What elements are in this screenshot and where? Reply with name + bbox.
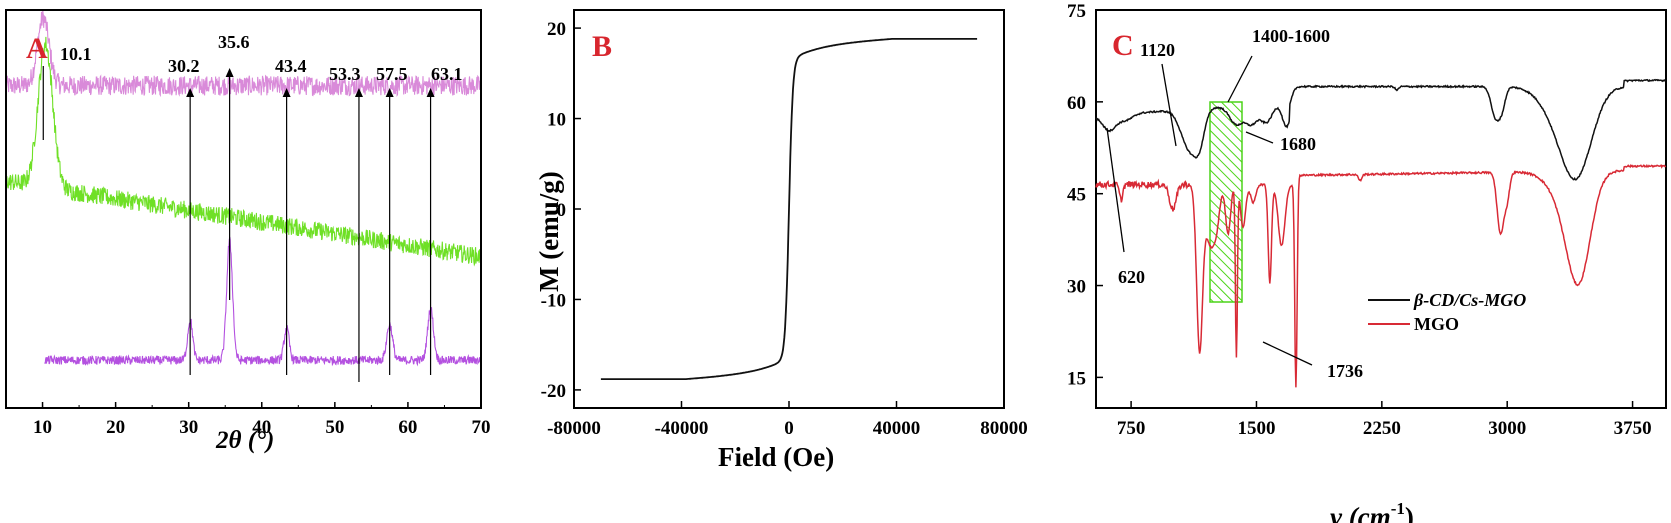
- panel-c-hatch-region: [1209, 101, 1243, 303]
- panel-c-series: [1095, 78, 1667, 388]
- peak-label-57.5: 57.5: [376, 64, 408, 84]
- panel-c-label: C: [1112, 29, 1134, 62]
- panel-b-x-label: Field (Oe): [718, 442, 834, 472]
- panel-b-x-tick-label: -40000: [655, 418, 709, 439]
- panel-a-label: A: [26, 32, 48, 65]
- panel-a: 10.1 30.2 35.6 43.4 53.3 57.5 63.1 10 20 30 40 50 6…: [5, 9, 491, 454]
- annotation-1400-1600: 1400-1600: [1252, 26, 1330, 46]
- panel-c-annotations: 1120 1400-1600 1680 620 1736: [1106, 26, 1363, 381]
- peak-label-10.1: 10.1: [60, 44, 92, 64]
- panel-b-label: B: [592, 30, 612, 63]
- annotation-620: 620: [1118, 267, 1145, 287]
- panel-c-legend: β-CD/Cs-MGO MGO: [1368, 290, 1526, 334]
- panel-a-x-ticks: 10 20 30 40 50 60 70: [5, 402, 491, 438]
- annotation-1736: 1736: [1327, 361, 1363, 381]
- panel-b-x-tick-label: 0: [784, 418, 794, 439]
- panel-c-x-tick-label: 2250: [1363, 418, 1401, 439]
- panel-b-ticks: -80000 -40000 0 40000 80000 -20 -10 0 10 20: [541, 19, 1028, 439]
- panel-c-x-tick-label: 3750: [1614, 418, 1652, 439]
- annotation-1120: 1120: [1140, 40, 1175, 60]
- panel-b-x-tick-label: 80000: [980, 418, 1028, 439]
- panel-a-series: [5, 10, 482, 367]
- panel-c: 750 1500 2250 3000 3750 15 30 45 60 75 C 1120 140…: [1067, 1, 1667, 523]
- panel-c-series-bcd: [1095, 78, 1666, 181]
- peak-label-35.6: 35.6: [218, 32, 250, 52]
- panel-a-frame: [5, 9, 482, 409]
- panel-b-x-tick-label: -80000: [547, 418, 601, 439]
- peak-arrowhead-57.5: [385, 88, 394, 97]
- panel-c-x-tick-label: 750: [1117, 418, 1146, 439]
- panel-a-x-tick-label: 30: [179, 417, 198, 438]
- legend-label-bcd: β-CD/Cs-MGO: [1413, 290, 1526, 310]
- panel-c-x-label: ν (cm-1): [1330, 499, 1414, 523]
- peak-label-30.2: 30.2: [168, 56, 200, 76]
- panel-b-y-tick-label: 0: [557, 200, 567, 221]
- panel-b-y-label: M (emu/g): [534, 171, 564, 292]
- peak-arrowhead-35.6: [225, 68, 234, 77]
- panel-b-series-1: [600, 38, 978, 380]
- panel-b-series: [600, 38, 978, 380]
- panel-c-x-tick-label: 1500: [1237, 418, 1275, 439]
- panel-c-x-tick-label: 3000: [1488, 418, 1526, 439]
- panel-b: -80000 -40000 0 40000 80000 -20 -10 0 10 20 B Fie…: [534, 9, 1028, 472]
- peak-label-53.3: 53.3: [329, 64, 361, 84]
- panel-c-y-tick-label: 15: [1067, 368, 1086, 389]
- panel-c-y-tick-label: 45: [1067, 185, 1086, 206]
- peak-label-63.1: 63.1: [431, 64, 463, 84]
- panel-c-y-tick-label: 30: [1067, 277, 1086, 298]
- panel-b-y-tick-label: 10: [547, 110, 566, 131]
- legend-label-mgo: MGO: [1414, 314, 1459, 334]
- panel-a-x-tick-label: 20: [106, 417, 125, 438]
- panel-c-series-mgo: [1095, 163, 1667, 388]
- panel-c-frame: [1095, 9, 1667, 409]
- peak-arrowhead-30.2: [186, 88, 195, 97]
- panel-b-x-tick-label: 40000: [873, 418, 921, 439]
- annotation-1680: 1680: [1280, 134, 1316, 154]
- panel-a-x-tick-label: 50: [325, 417, 344, 438]
- peak-arrowhead-43.4: [282, 88, 291, 97]
- peak-label-43.4: 43.4: [275, 56, 307, 76]
- panel-a-x-label: 2θ (°): [215, 427, 274, 454]
- panel-a-series-2: [5, 36, 482, 267]
- panel-a-arrows: 10.1 30.2 35.6 43.4 53.3 57.5 63.1: [42, 32, 463, 382]
- panel-a-x-tick-label: 40: [252, 417, 271, 438]
- panel-b-y-tick-label: -20: [541, 381, 566, 402]
- panel-a-series-1: [5, 10, 482, 98]
- peak-arrowhead-53.3: [354, 88, 363, 97]
- panel-a-x-tick-label: 60: [398, 417, 417, 438]
- peak-arrowhead-63.1: [426, 88, 435, 97]
- panel-c-y-tick-label: 75: [1067, 1, 1086, 22]
- panel-a-series-3: [44, 236, 482, 367]
- panel-a-x-tick-label: 70: [472, 417, 491, 438]
- panel-c-y-tick-label: 60: [1067, 93, 1086, 114]
- panel-c-ticks: 750 1500 2250 3000 3750 15 30 45 60 75: [1067, 1, 1652, 439]
- panel-a-x-tick-label: 10: [33, 417, 52, 438]
- panel-b-y-tick-label: 20: [547, 19, 566, 40]
- panel-b-y-tick-label: -10: [541, 290, 566, 311]
